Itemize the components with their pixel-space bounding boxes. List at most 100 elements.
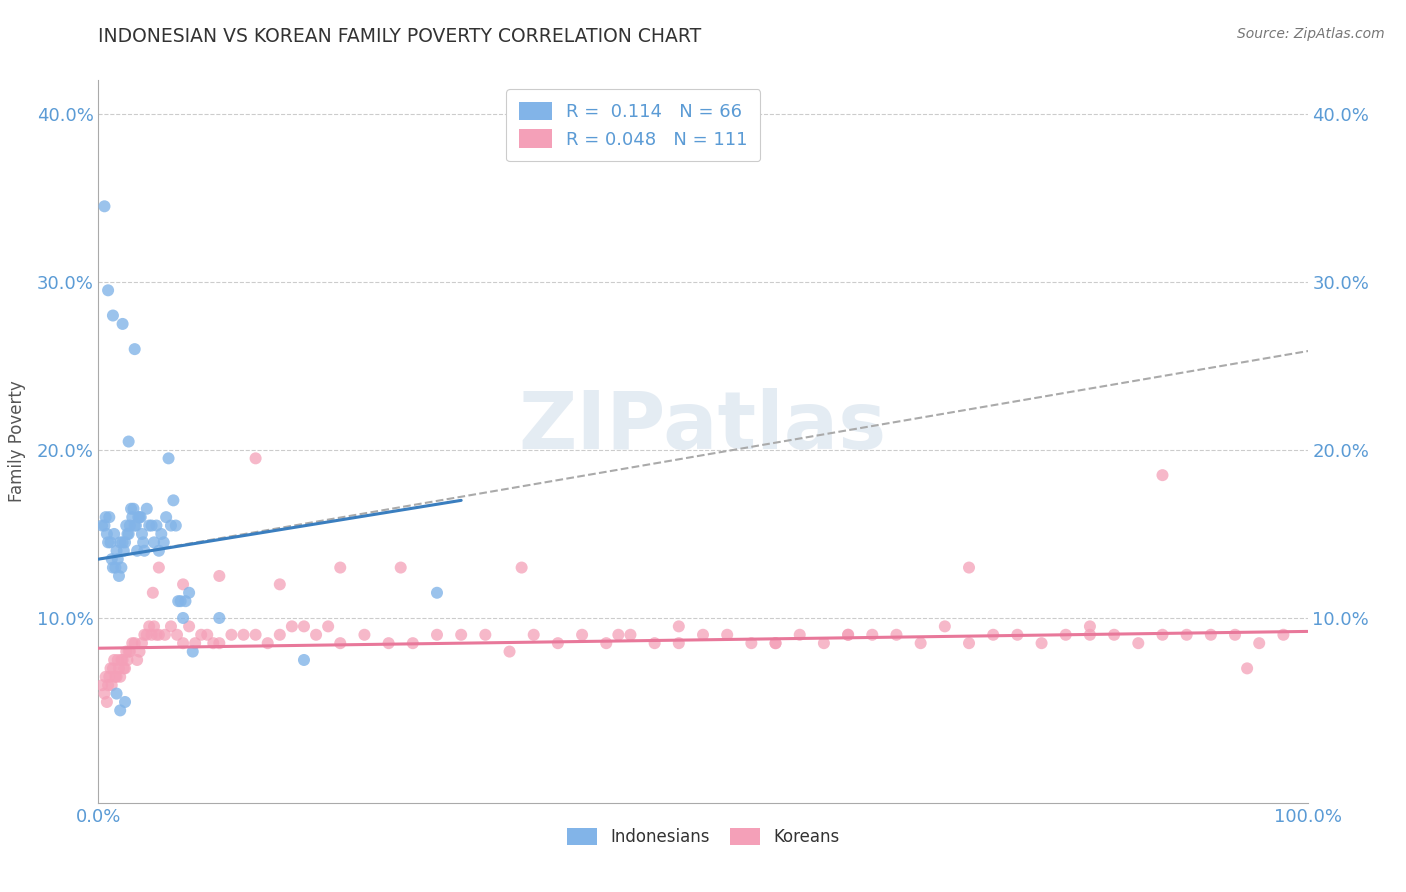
Point <box>716 628 738 642</box>
Point <box>108 703 131 717</box>
Point <box>108 670 131 684</box>
Point <box>910 636 932 650</box>
Point <box>108 569 131 583</box>
Point <box>1102 628 1125 642</box>
Point <box>110 653 132 667</box>
Point <box>172 577 194 591</box>
Point <box>1223 628 1246 642</box>
Point <box>245 628 267 642</box>
Point <box>860 628 883 642</box>
Point <box>329 636 352 650</box>
Point <box>142 586 165 600</box>
Point <box>162 493 184 508</box>
Point <box>269 577 291 591</box>
Point <box>122 501 145 516</box>
Point <box>644 636 666 650</box>
Point <box>190 628 212 642</box>
Point <box>129 510 152 524</box>
Point <box>981 628 1004 642</box>
Point <box>121 510 143 524</box>
Point <box>110 560 132 574</box>
Y-axis label: Family Poverty: Family Poverty <box>7 381 25 502</box>
Text: INDONESIAN VS KOREAN FAMILY POVERTY CORRELATION CHART: INDONESIAN VS KOREAN FAMILY POVERTY CORR… <box>98 27 702 45</box>
Point <box>813 636 835 650</box>
Point <box>169 594 191 608</box>
Point <box>145 518 167 533</box>
Point <box>118 518 141 533</box>
Point <box>143 535 166 549</box>
Point <box>692 628 714 642</box>
Point <box>117 527 139 541</box>
Point <box>837 628 859 642</box>
Point <box>131 527 153 541</box>
Point <box>100 678 122 692</box>
Point <box>118 644 141 658</box>
Point <box>269 628 291 642</box>
Point <box>619 628 641 642</box>
Point <box>107 552 129 566</box>
Point <box>97 678 120 692</box>
Point <box>157 451 180 466</box>
Point <box>94 510 117 524</box>
Point <box>181 644 204 658</box>
Point <box>98 510 121 524</box>
Point <box>115 518 138 533</box>
Point <box>172 636 194 650</box>
Point <box>547 636 569 650</box>
Point <box>1236 661 1258 675</box>
Point <box>377 636 399 650</box>
Point <box>104 560 127 574</box>
Point <box>141 628 163 642</box>
Point <box>124 636 146 650</box>
Point <box>174 594 197 608</box>
Text: ZIPatlas: ZIPatlas <box>519 388 887 467</box>
Point <box>232 628 254 642</box>
Point <box>145 628 167 642</box>
Point <box>118 434 141 449</box>
Point <box>957 560 980 574</box>
Point <box>160 518 183 533</box>
Point <box>135 628 157 642</box>
Point <box>118 644 141 658</box>
Point <box>134 543 156 558</box>
Point <box>138 518 160 533</box>
Point <box>97 535 120 549</box>
Point <box>93 687 115 701</box>
Point <box>100 661 122 675</box>
Point <box>124 342 146 356</box>
Point <box>167 594 190 608</box>
Point <box>105 543 128 558</box>
Point <box>1007 628 1029 642</box>
Point <box>124 518 146 533</box>
Point <box>114 661 136 675</box>
Point <box>127 543 149 558</box>
Point <box>165 518 187 533</box>
Point <box>450 628 472 642</box>
Point <box>957 636 980 650</box>
Point <box>765 636 787 650</box>
Point <box>103 653 125 667</box>
Point <box>121 636 143 650</box>
Point <box>127 653 149 667</box>
Point <box>107 653 129 667</box>
Point <box>1199 628 1222 642</box>
Point <box>105 670 128 684</box>
Point <box>128 644 150 658</box>
Point <box>256 636 278 650</box>
Point <box>184 636 207 650</box>
Point <box>91 518 114 533</box>
Point <box>93 518 115 533</box>
Point <box>148 543 170 558</box>
Point <box>115 644 138 658</box>
Point <box>1031 636 1053 650</box>
Point <box>523 628 546 642</box>
Point <box>571 628 593 642</box>
Point <box>1152 468 1174 483</box>
Point <box>668 636 690 650</box>
Point <box>155 510 177 524</box>
Point <box>93 199 115 213</box>
Point <box>138 619 160 633</box>
Point <box>1175 628 1198 642</box>
Point <box>740 636 762 650</box>
Point <box>1249 636 1271 650</box>
